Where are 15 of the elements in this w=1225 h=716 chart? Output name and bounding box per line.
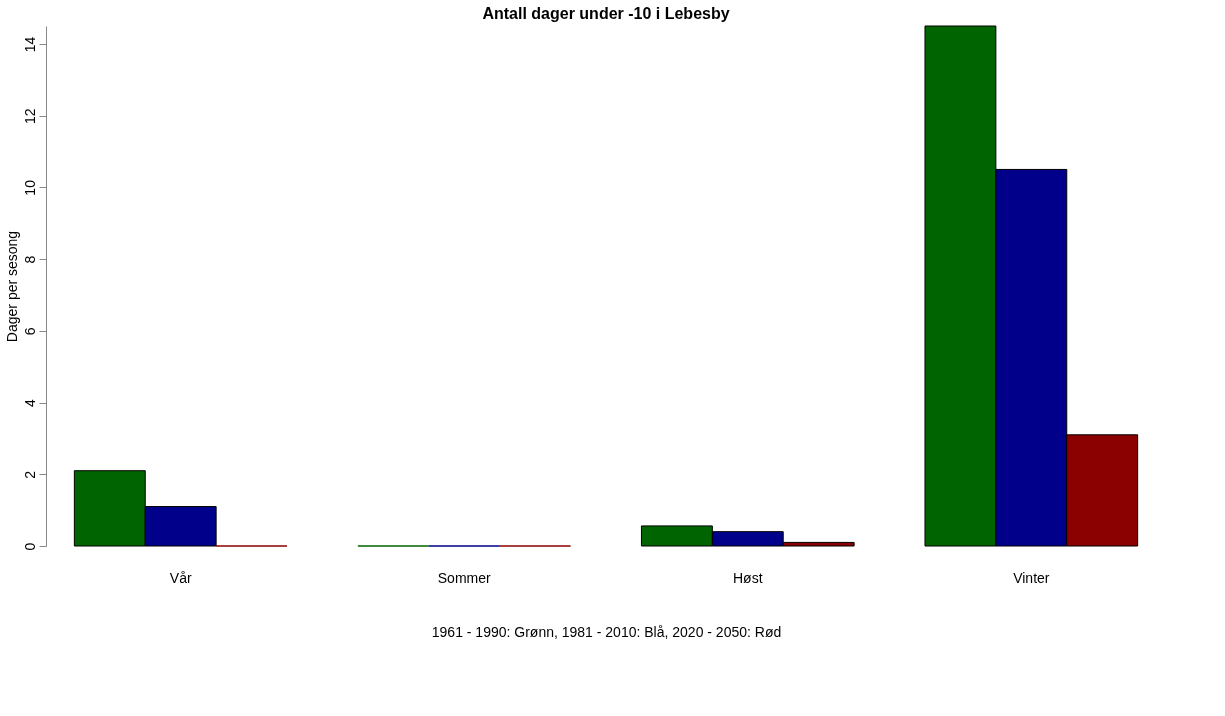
x-tick-label: Vår: [169, 569, 192, 586]
y-axis-title: Dager per sesong: [3, 230, 20, 343]
x-tick-label: Vinter: [1013, 569, 1050, 586]
y-tick-label: 6: [21, 327, 38, 336]
y-tick-label: 10: [21, 179, 38, 196]
x-axis-title: 1961 - 1990: Grønn, 1981 - 2010: Blå, 2020 - 2050: Rød: [431, 623, 782, 640]
x-tick-label: Sommer: [437, 569, 492, 586]
y-tick-label: 8: [21, 255, 38, 264]
x-tick-label: Høst: [732, 569, 763, 586]
y-tick-label: 12: [21, 108, 38, 124]
y-tick-label: 14: [21, 36, 38, 53]
y-tick-label: 4: [21, 398, 38, 407]
y-tick-label: 2: [21, 470, 38, 479]
chart-title: Antall dager under -10 i Lebesby: [482, 4, 730, 22]
y-tick-label: 0: [21, 542, 38, 551]
